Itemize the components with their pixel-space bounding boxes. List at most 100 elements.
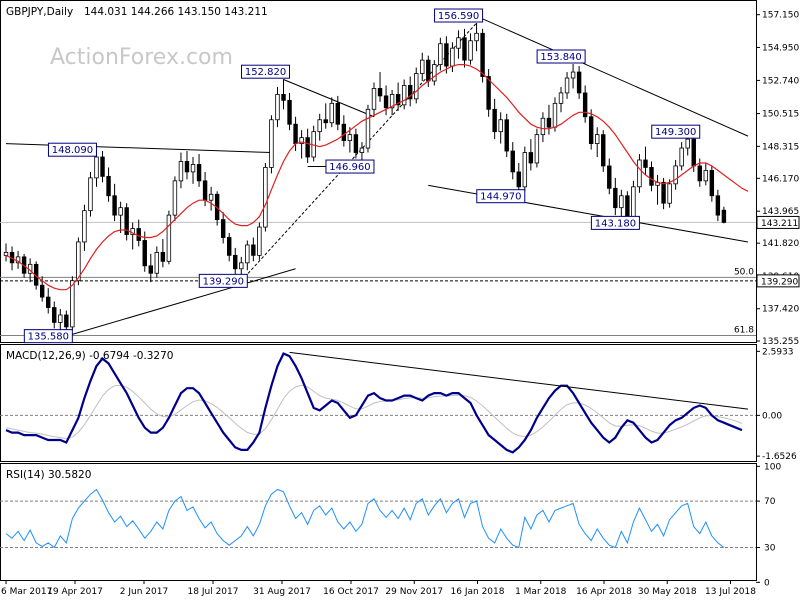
rsi-panel-frame xyxy=(0,463,757,581)
candle-body xyxy=(450,47,455,67)
price-annotation-box xyxy=(536,49,586,64)
watermark: ActionForex.com xyxy=(50,45,233,70)
price-axis-label: 135.255 xyxy=(762,337,799,347)
candle-body xyxy=(371,88,377,110)
date-axis-label: 1 Mar 2018 xyxy=(515,587,567,597)
trendline xyxy=(476,15,749,137)
candle-body xyxy=(377,88,383,97)
candle-body xyxy=(504,119,509,152)
candle-body xyxy=(46,296,51,308)
candle-body xyxy=(474,32,479,42)
candle-body xyxy=(323,119,328,124)
candle-body xyxy=(70,280,75,328)
candle-body xyxy=(637,159,642,188)
candle-body xyxy=(691,138,696,167)
candle-body xyxy=(444,43,449,67)
date-axis-label: 2 Jun 2017 xyxy=(120,587,168,597)
price-annotation-box xyxy=(47,142,97,157)
candle-body xyxy=(100,156,105,177)
candle-body xyxy=(558,92,564,104)
candle-body xyxy=(625,195,630,218)
candle-body xyxy=(160,251,166,262)
price-axis-label: 148.315 xyxy=(762,142,799,152)
candle-body xyxy=(570,71,576,79)
macd-line xyxy=(5,352,743,454)
price-annotation-box xyxy=(590,215,640,230)
candle-body xyxy=(643,159,648,168)
candle-body xyxy=(534,134,540,164)
current-price-label: 143.211 xyxy=(761,219,798,229)
rsi-axis-label: 100 xyxy=(764,462,781,472)
candle-body xyxy=(697,165,702,182)
candle-body xyxy=(196,164,202,182)
price-axis-label: 157.150 xyxy=(762,11,799,21)
candle-body xyxy=(208,193,214,201)
candle-body xyxy=(365,108,371,149)
candle-body xyxy=(124,207,129,235)
candle-body xyxy=(190,164,196,173)
candle-body xyxy=(649,167,654,186)
trendline xyxy=(66,268,296,337)
date-axis-label: 16 Apr 2018 xyxy=(576,587,632,597)
date-axis-label: 16 Oct 2017 xyxy=(323,587,379,597)
chart-header-ohlc: 144.031 144.266 143.150 143.211 xyxy=(84,6,268,18)
candle-body xyxy=(245,244,250,264)
candle-body xyxy=(522,152,528,188)
candle-body xyxy=(299,137,304,144)
candle-body xyxy=(407,85,413,100)
date-axis-label: 29 Nov 2017 xyxy=(385,587,443,597)
candle-body xyxy=(263,167,268,228)
trendline xyxy=(240,22,477,282)
rsi-panel: 100 70 30 0 xyxy=(0,462,781,588)
price-annotation-label: 144.970 xyxy=(480,192,521,203)
candle-body xyxy=(178,161,184,182)
candle-body xyxy=(233,254,238,270)
rsi-line xyxy=(5,488,725,549)
candle-body xyxy=(154,251,160,274)
price-annotation-label: 153.840 xyxy=(540,52,581,63)
trendline xyxy=(283,79,375,118)
candle-body xyxy=(661,181,666,204)
rsi-axis-label: 0 xyxy=(764,578,770,588)
candle-body xyxy=(353,134,359,153)
date-axis-label: 18 Jul 2017 xyxy=(188,587,239,597)
candle-body xyxy=(613,187,618,209)
candle-body xyxy=(39,284,45,298)
candle-body xyxy=(420,59,425,74)
candle-body xyxy=(317,119,322,133)
macd-axis-label: -1.6526 xyxy=(762,452,797,462)
price-annotation-label: 156.590 xyxy=(438,11,479,22)
candle-body xyxy=(510,150,515,173)
macd-signal-line xyxy=(5,384,743,440)
price-axis-label: 150.515 xyxy=(762,110,799,120)
candle-body xyxy=(462,37,467,61)
candle-body xyxy=(136,228,141,241)
candle-body xyxy=(184,161,190,173)
price-annotation-label: 149.300 xyxy=(655,127,696,138)
candle-body xyxy=(305,137,310,158)
candle-body xyxy=(619,195,624,209)
candle-body xyxy=(715,195,721,216)
candle-body xyxy=(88,177,93,212)
price-annotation-label: 143.180 xyxy=(595,218,636,229)
candle-body xyxy=(383,95,389,109)
price-axis-label: 146.170 xyxy=(762,174,799,184)
moving-average-series xyxy=(5,63,749,291)
candle-body xyxy=(287,99,292,125)
candle-body xyxy=(588,116,594,144)
price-axis-label: 141.820 xyxy=(762,239,799,249)
candle-body xyxy=(552,102,558,128)
candle-body xyxy=(118,207,123,216)
price-annotation-box xyxy=(325,159,375,174)
candle-body xyxy=(94,156,99,179)
candle-body xyxy=(492,108,497,133)
candle-body xyxy=(166,214,172,262)
candle-body xyxy=(112,195,117,216)
candle-body xyxy=(667,183,672,204)
candle-body xyxy=(395,94,401,106)
candle-body xyxy=(546,117,552,128)
candle-body xyxy=(76,241,81,282)
candle-body xyxy=(516,171,521,188)
